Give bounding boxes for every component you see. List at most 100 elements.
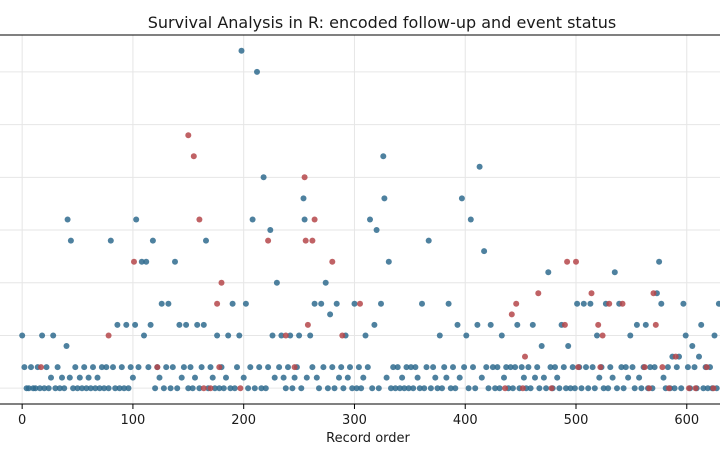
point-event <box>154 364 161 371</box>
x-tick-label: 100 <box>121 413 146 428</box>
point-censored <box>240 374 247 381</box>
x-tick-label: 200 <box>231 413 256 428</box>
point-censored <box>607 364 614 371</box>
point-censored <box>63 343 70 349</box>
point-event <box>214 300 221 307</box>
point-censored <box>378 300 384 307</box>
point-censored <box>563 385 569 392</box>
point-censored <box>152 385 159 392</box>
point-censored <box>265 364 272 371</box>
point-censored <box>591 385 598 392</box>
point-censored <box>534 364 541 371</box>
point-censored <box>476 163 483 170</box>
point-censored <box>543 385 550 392</box>
point-censored <box>373 227 380 233</box>
point-censored <box>461 364 468 371</box>
point-censored <box>647 364 654 371</box>
point-censored <box>492 385 499 392</box>
point-event <box>237 385 244 392</box>
point-censored <box>67 237 74 244</box>
point-censored <box>301 216 308 223</box>
point-censored <box>633 321 640 328</box>
point-censored <box>147 321 154 328</box>
point-censored <box>313 374 320 381</box>
point-censored <box>223 374 229 381</box>
point-censored <box>509 385 516 392</box>
point-censored <box>565 343 572 349</box>
point-censored <box>489 364 496 371</box>
point-censored <box>423 364 430 371</box>
point-censored <box>98 364 105 371</box>
point-censored <box>514 321 521 328</box>
point-censored <box>185 385 192 392</box>
point-censored <box>41 385 48 392</box>
point-censored <box>72 364 79 371</box>
point-censored <box>145 364 152 371</box>
x-tick-label: 400 <box>453 413 478 428</box>
point-censored <box>419 300 425 307</box>
point-censored <box>574 300 581 307</box>
point-censored <box>642 321 649 328</box>
point-event <box>502 385 509 392</box>
point-censored <box>251 385 258 392</box>
point-censored <box>503 364 510 371</box>
point-censored <box>620 385 627 392</box>
point-censored <box>307 332 314 339</box>
point-censored <box>183 321 190 328</box>
point-censored <box>61 385 68 392</box>
point-censored <box>355 364 362 371</box>
point-censored <box>465 385 472 392</box>
point-censored <box>258 385 265 392</box>
x-axis-ticks: 0 100 200 300 400 500 600 <box>18 404 699 428</box>
point-censored <box>689 343 696 349</box>
point-censored <box>680 300 687 307</box>
point-censored <box>19 332 26 339</box>
point-censored <box>180 364 187 371</box>
point-censored <box>715 300 720 307</box>
point-censored <box>443 374 450 381</box>
point-censored <box>658 300 665 307</box>
point-censored <box>169 364 176 371</box>
point-censored <box>496 385 503 392</box>
data-points <box>19 47 720 392</box>
point-censored <box>28 364 34 371</box>
point-censored <box>547 364 554 371</box>
point-censored <box>629 364 636 371</box>
point-censored <box>340 385 347 392</box>
point-censored <box>682 332 689 339</box>
point-censored <box>587 300 594 307</box>
point-censored <box>580 300 587 307</box>
point-censored <box>256 364 263 371</box>
point-event <box>606 300 613 307</box>
point-censored <box>260 174 267 181</box>
point-censored <box>560 364 567 371</box>
point-event <box>703 364 710 371</box>
point-censored <box>234 364 240 371</box>
point-censored <box>436 332 443 339</box>
point-censored <box>79 385 85 392</box>
point-censored <box>589 364 596 371</box>
point-censored <box>427 385 434 392</box>
point-censored <box>525 364 532 371</box>
point-censored <box>318 300 325 307</box>
point-censored <box>70 385 77 392</box>
point-censored <box>660 374 667 381</box>
point-event <box>595 321 602 328</box>
point-event <box>131 258 137 265</box>
point-event <box>646 385 653 392</box>
point-censored <box>96 385 103 392</box>
point-censored <box>322 279 329 286</box>
point-censored <box>625 374 632 381</box>
point-censored <box>463 332 470 339</box>
point-censored <box>25 385 32 392</box>
point-censored <box>622 364 629 371</box>
point-censored <box>454 321 461 328</box>
point-censored <box>121 385 128 392</box>
x-tick-label: 600 <box>674 413 699 428</box>
point-censored <box>174 385 181 392</box>
point-censored <box>399 374 406 381</box>
point-censored <box>414 374 421 381</box>
point-censored <box>160 385 167 392</box>
point-censored <box>684 364 691 371</box>
point-censored <box>349 385 356 392</box>
